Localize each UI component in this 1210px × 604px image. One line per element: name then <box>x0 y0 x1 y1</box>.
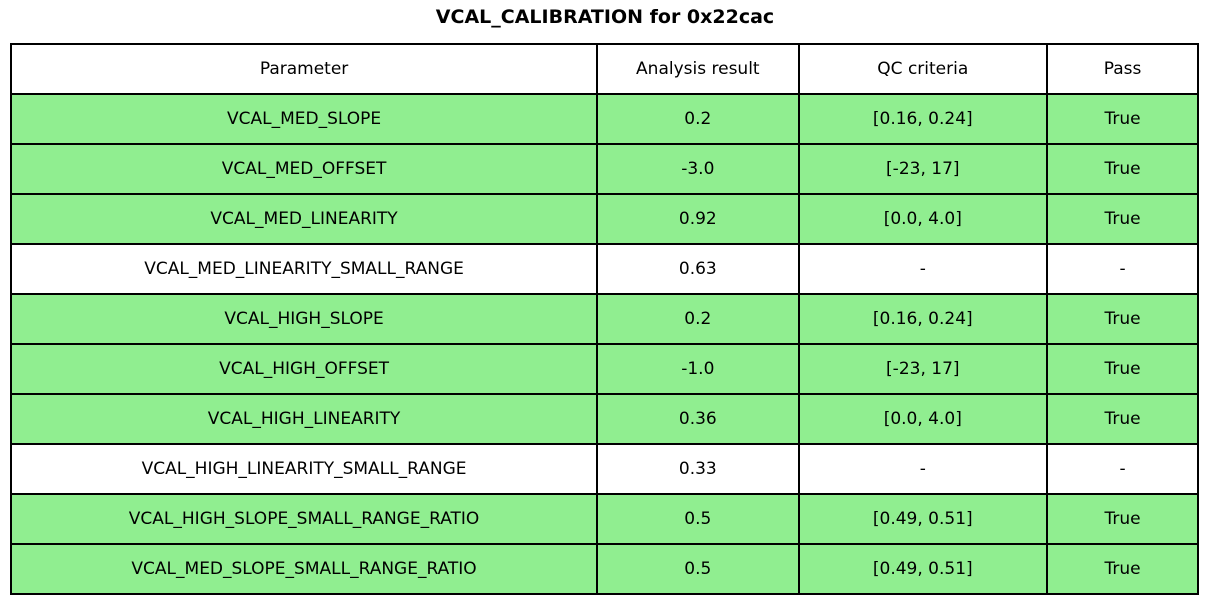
cell-analysis-result: 0.5 <box>596 493 800 545</box>
cell-analysis-result: 0.36 <box>596 393 800 445</box>
cell-pass: True <box>1046 293 1199 345</box>
table-row: VCAL_MED_SLOPE 0.2 [0.16, 0.24] True <box>9 93 1199 145</box>
cell-analysis-result: 0.92 <box>596 193 800 245</box>
cell-parameter: VCAL_HIGH_OFFSET <box>9 343 599 395</box>
cell-qc-criteria: [0.49, 0.51] <box>797 493 1049 545</box>
header-row: Parameter Analysis result QC criteria Pa… <box>9 43 1199 95</box>
cell-pass: True <box>1046 93 1199 145</box>
cell-qc-criteria: [0.49, 0.51] <box>797 543 1049 595</box>
table-row: VCAL_HIGH_OFFSET -1.0 [-23, 17] True <box>9 343 1199 395</box>
cell-pass: - <box>1046 443 1199 495</box>
cell-qc-criteria: - <box>797 443 1049 495</box>
table-body: VCAL_MED_SLOPE 0.2 [0.16, 0.24] True VCAL_ME… <box>9 93 1199 595</box>
cell-parameter: VCAL_MED_SLOPE <box>9 93 599 145</box>
cell-analysis-result: 0.33 <box>596 443 800 495</box>
cell-analysis-result: 0.2 <box>596 293 800 345</box>
column-header-pass: Pass <box>1046 43 1199 95</box>
column-header-qc-criteria: QC criteria <box>797 43 1049 95</box>
cell-parameter: VCAL_HIGH_LINEARITY <box>9 393 599 445</box>
cell-qc-criteria: [-23, 17] <box>797 343 1049 395</box>
cell-parameter: VCAL_HIGH_SLOPE_SMALL_RANGE_RATIO <box>9 493 599 545</box>
cell-analysis-result: -3.0 <box>596 143 800 195</box>
table-row: VCAL_HIGH_LINEARITY_SMALL_RANGE 0.33- - <box>9 443 1199 495</box>
table-row: VCAL_MED_LINEARITY 0.92 [0.0, 4.0] True <box>9 193 1199 245</box>
cell-qc-criteria: - <box>797 243 1049 295</box>
cell-pass: True <box>1046 143 1199 195</box>
table-row: VCAL_HIGH_LINEARITY 0.36 [0.0, 4.0] True <box>9 393 1199 445</box>
cell-pass: True <box>1046 193 1199 245</box>
cell-parameter: VCAL_HIGH_LINEARITY_SMALL_RANGE <box>9 443 599 495</box>
cell-parameter: VCAL_MED_LINEARITY <box>9 193 599 245</box>
cell-pass: - <box>1046 243 1199 295</box>
cell-pass: True <box>1046 543 1199 595</box>
cell-pass: True <box>1046 393 1199 445</box>
cell-qc-criteria: [0.0, 4.0] <box>797 193 1049 245</box>
cell-qc-criteria: [0.0, 4.0] <box>797 393 1049 445</box>
column-header-analysis-result: Analysis result <box>596 43 800 95</box>
cell-parameter: VCAL_MED_LINEARITY_SMALL_RANGE <box>9 243 599 295</box>
table-row: VCAL_MED_OFFSET -3.0 [-23, 17] True <box>9 143 1199 195</box>
figure-title: VCAL_CALIBRATION for 0x22cac <box>435 6 775 28</box>
cell-parameter: VCAL_HIGH_SLOPE <box>9 293 599 345</box>
cell-pass: True <box>1046 343 1199 395</box>
cell-analysis-result: -1.0 <box>596 343 800 395</box>
cell-analysis-result: 0.5 <box>596 543 800 595</box>
table-row: VCAL_HIGH_SLOPE 0.2 [0.16, 0.24] True <box>9 293 1199 345</box>
cell-analysis-result: 0.63 <box>596 243 800 295</box>
table-row: VCAL_HIGH_SLOPE_SMALL_RANGE_RATIO 0.5 [0.4… <box>9 493 1199 545</box>
table-row: VCAL_MED_SLOPE_SMALL_RANGE_RATIO 0.5 [0.49… <box>9 543 1199 595</box>
cell-pass: True <box>1046 493 1199 545</box>
cell-qc-criteria: [0.16, 0.24] <box>797 293 1049 345</box>
cell-analysis-result: 0.2 <box>596 93 800 145</box>
cell-qc-criteria: [-23, 17] <box>797 143 1049 195</box>
column-header-parameter: Parameter <box>9 43 599 95</box>
qc-results-table: Parameter Analysis result QC criteria Pa… <box>9 43 1199 595</box>
cell-parameter: VCAL_MED_SLOPE_SMALL_RANGE_RATIO <box>9 543 599 595</box>
cell-qc-criteria: [0.16, 0.24] <box>797 93 1049 145</box>
cell-parameter: VCAL_MED_OFFSET <box>9 143 599 195</box>
table-row: VCAL_MED_LINEARITY_SMALL_RANGE 0.63- - <box>9 243 1199 295</box>
